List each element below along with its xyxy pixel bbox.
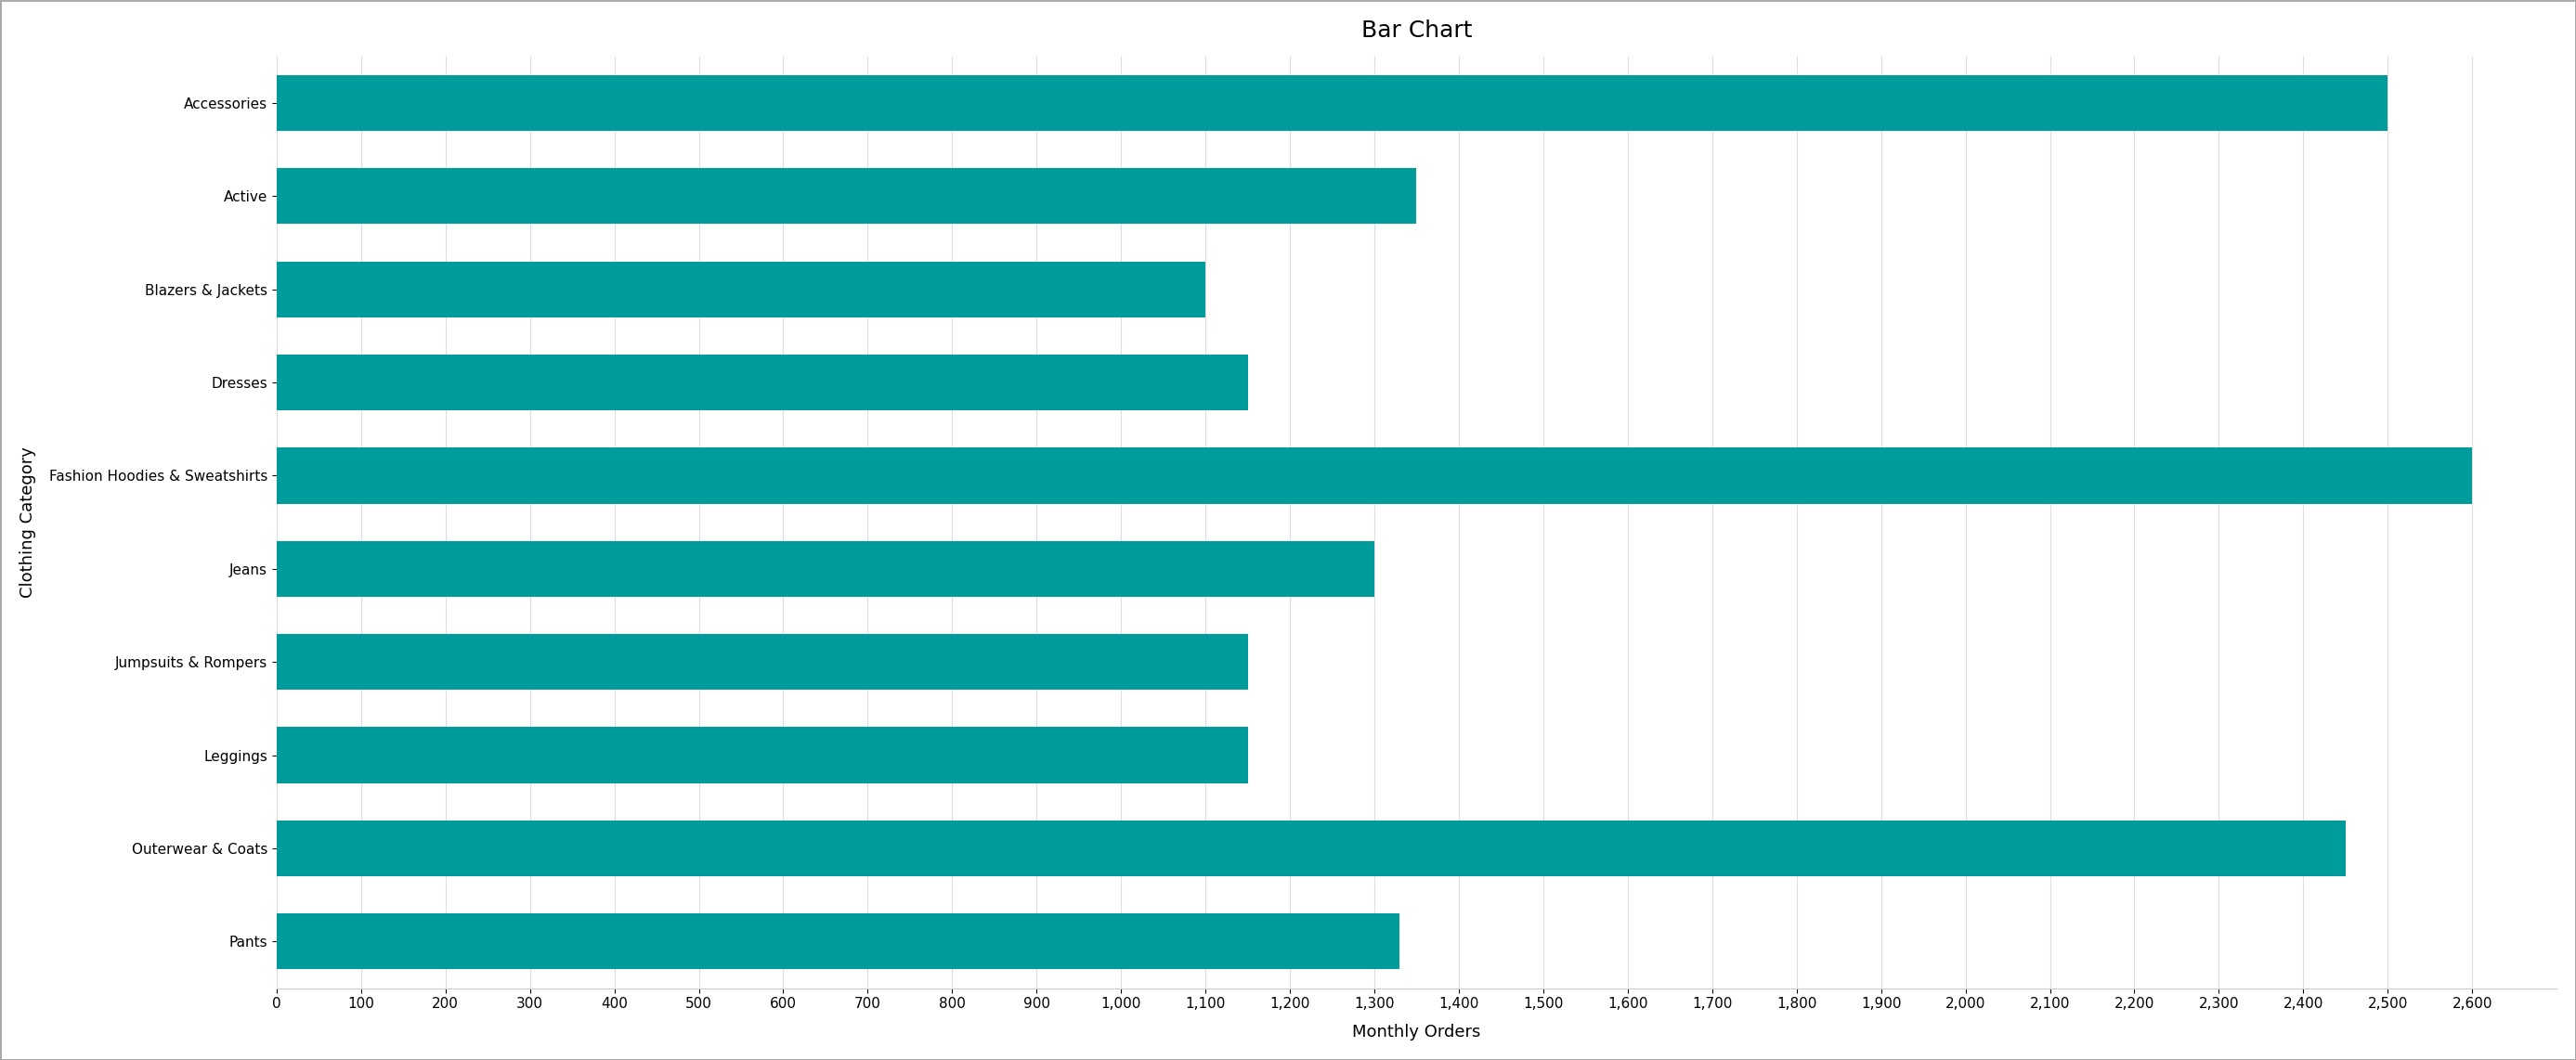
Title: Bar Chart: Bar Chart — [1360, 19, 1471, 41]
X-axis label: Monthly Orders: Monthly Orders — [1352, 1024, 1481, 1041]
Bar — [276, 727, 1247, 783]
Bar — [276, 820, 2347, 877]
Bar — [276, 169, 1417, 224]
Bar — [276, 541, 1376, 597]
Y-axis label: Clothing Category: Clothing Category — [21, 446, 36, 598]
Bar — [276, 914, 1399, 970]
Bar — [276, 447, 2473, 503]
Bar — [276, 354, 1247, 410]
Bar — [276, 634, 1247, 690]
Bar — [276, 75, 2388, 130]
Bar — [276, 262, 1206, 317]
